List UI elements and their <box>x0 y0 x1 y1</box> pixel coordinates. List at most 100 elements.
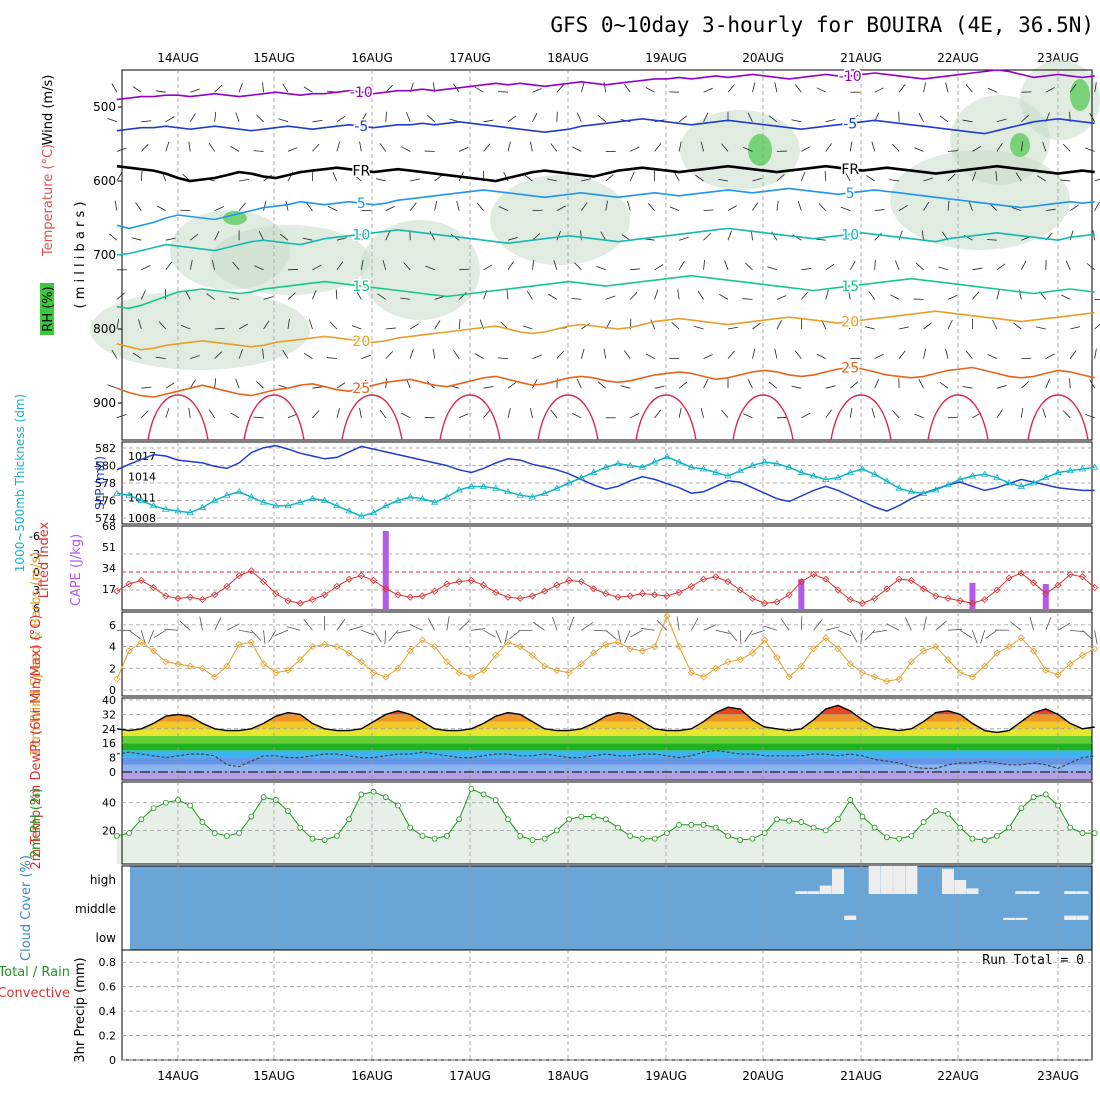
rh-point <box>333 832 340 839</box>
rh-point <box>529 837 536 843</box>
wind-barb <box>743 413 753 419</box>
temperature-tick-label: 16 <box>102 737 116 750</box>
wind-speed-point <box>675 643 683 651</box>
wind-barb-10m <box>739 630 742 645</box>
lifted-index-point <box>687 582 695 590</box>
wind-barb <box>921 230 924 241</box>
wind-barb <box>693 325 704 330</box>
lifted-index-point <box>761 599 769 607</box>
wind-barb <box>211 260 216 270</box>
wind-barb <box>1069 230 1074 241</box>
wind-barb <box>581 178 592 182</box>
temperature2m-axis-label: 2m Temp 2m DewPt (6hr Min/Max) (°C) <box>29 615 44 870</box>
wind-barb-10m <box>763 625 778 631</box>
thickness-point <box>846 468 854 475</box>
lifted-index-point <box>113 587 121 595</box>
thickness-point <box>186 508 194 516</box>
wind-barb <box>580 348 585 359</box>
wind-barb-10m <box>1082 629 1093 641</box>
wind-barb <box>816 353 826 359</box>
wind-barb <box>361 233 370 241</box>
wind-barb-10m <box>605 629 617 640</box>
wind-barb <box>923 82 927 93</box>
wind-barb <box>238 323 248 330</box>
wind-barb <box>214 351 223 359</box>
wind-barb-10m <box>568 616 575 631</box>
wind-barb <box>548 293 558 300</box>
contour-label: 5 <box>357 196 366 212</box>
middle-cloud-bar <box>1076 915 1089 920</box>
hot-contour <box>830 394 892 441</box>
thickness-point <box>320 496 329 503</box>
wind-barb <box>385 111 387 122</box>
wind-speed-line <box>116 614 1095 682</box>
wind-barb <box>526 290 533 300</box>
wind-barb <box>965 350 973 359</box>
precip-convective-label: Convective <box>0 986 70 1001</box>
lifted-index-point <box>321 591 329 599</box>
lifted-index-point <box>174 594 182 602</box>
wind-barb <box>497 357 509 359</box>
rh-point <box>602 816 609 823</box>
temperature-band <box>122 772 1092 780</box>
rh-point <box>725 832 731 839</box>
temperature-band <box>122 750 1092 758</box>
wind-barb <box>962 386 973 389</box>
wind-barb <box>597 115 607 123</box>
wind-barb <box>849 260 856 270</box>
lifted-index-point <box>944 594 952 602</box>
rh-point <box>541 835 548 842</box>
wind-barb <box>282 349 289 359</box>
wind-barb <box>335 289 338 300</box>
rh-point <box>480 791 487 798</box>
wind-speed-point <box>467 673 475 681</box>
thickness-point <box>333 501 341 509</box>
wind-barb <box>1042 408 1047 418</box>
rh-point <box>712 824 719 831</box>
lifted-index-point <box>345 575 353 583</box>
wind-barb <box>1092 230 1096 241</box>
contour-label: -10 <box>350 85 373 101</box>
thickness-point <box>773 459 781 467</box>
wind-barb <box>581 202 588 211</box>
lifted-index-point <box>284 597 292 605</box>
lifted-index-point <box>797 578 805 586</box>
wind-barb-10m <box>744 630 753 643</box>
rh-point <box>1055 802 1061 809</box>
thickness-point <box>944 480 952 488</box>
contour-label: 15 <box>352 279 370 295</box>
wind-barb <box>287 413 298 419</box>
wind-barb <box>768 381 778 389</box>
wind-barb-10m <box>947 628 962 631</box>
slp-axis-label: SLP (mb) <box>93 456 107 510</box>
rh-point <box>663 830 670 837</box>
wind-barb <box>287 292 296 300</box>
high-cloud-bar <box>832 868 844 894</box>
rh-point <box>957 824 964 831</box>
wind-barb <box>824 170 827 182</box>
wind-barb-10m <box>905 617 912 631</box>
bottom-date-axis: 14AUG 15AUG 16AUG 17AUG 18AUG 19AUG 20AUG 21AUG… <box>157 1069 1079 1083</box>
wind-barb <box>752 322 761 330</box>
thickness-point <box>540 489 549 496</box>
temperature-contour <box>116 164 1095 183</box>
wind-barb <box>654 264 664 271</box>
lifted-index-point <box>871 594 879 602</box>
wind-barb <box>849 381 859 389</box>
temperature-axis-label: Temperature (°C) <box>41 144 56 257</box>
wind-barb <box>483 409 491 419</box>
contour-label: 25 <box>841 360 859 376</box>
rh-point <box>431 835 438 842</box>
wind-barb <box>111 83 118 93</box>
rh2m-axis-label: 2m RH (%) <box>29 788 44 859</box>
lifted-index-point <box>1029 579 1038 587</box>
hot-contour <box>1027 394 1089 441</box>
wind-barb <box>898 84 906 93</box>
lifted-index-point <box>919 585 928 593</box>
rh-tick-label: 40 <box>102 797 116 810</box>
thickness-point <box>565 479 573 486</box>
wind-barb <box>816 87 826 93</box>
wind-barb <box>874 87 884 93</box>
thickness-point <box>1078 465 1087 472</box>
rh-point <box>272 797 279 803</box>
